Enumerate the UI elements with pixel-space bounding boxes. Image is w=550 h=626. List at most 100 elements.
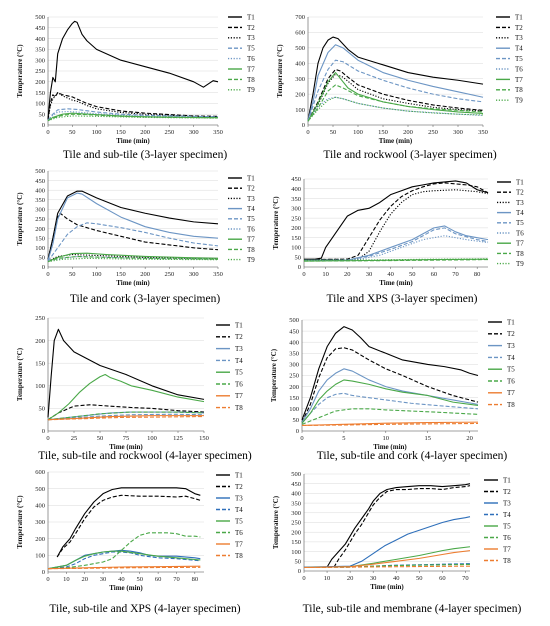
- y-tick-label: 0: [302, 122, 305, 129]
- y-tick-label: 100: [295, 107, 305, 114]
- y-tick-label: 400: [35, 36, 45, 43]
- series-line-t5: [47, 108, 219, 121]
- x-tick-label: 0: [302, 271, 305, 278]
- x-tick-label: 60: [155, 576, 162, 583]
- series-line-t5: [47, 373, 205, 421]
- y-axis-label: Temperature (°C): [16, 44, 24, 98]
- y-tick-label: 100: [289, 406, 299, 413]
- legend-label-t3: T3: [235, 494, 243, 502]
- legend-label-t3: T3: [247, 195, 255, 203]
- x-tick-label: 300: [189, 129, 199, 136]
- series-line-t3: [307, 73, 484, 122]
- legend-label-t1: T1: [515, 13, 523, 21]
- y-tick-label: 50: [295, 254, 302, 261]
- legend-label-t3: T3: [503, 499, 511, 507]
- x-axis-label: Time (min): [116, 279, 150, 287]
- series-line-t4: [301, 392, 479, 424]
- x-tick-label: 50: [69, 271, 76, 278]
- x-tick-label: 0: [300, 435, 303, 442]
- x-tick-label: 200: [140, 129, 150, 136]
- legend-label-t7: T7: [235, 392, 243, 400]
- y-tick-label: 500: [35, 14, 45, 21]
- series-line-t4: [47, 413, 205, 421]
- y-tick-label: 150: [35, 360, 45, 367]
- x-tick-label: 100: [353, 129, 363, 136]
- series-line-t3: [47, 92, 219, 120]
- x-tick-label: 70: [452, 271, 459, 278]
- x-tick-label: 25: [71, 435, 78, 442]
- chart-panel-5: 0 50 100 150 200 250 0 25 50 75 100 125 150 Time (min…: [16, 315, 252, 462]
- legend-label-t5: T5: [507, 366, 515, 374]
- y-tick-label: 450: [35, 25, 45, 32]
- series-line-t8: [301, 422, 479, 426]
- x-tick-label: 0: [46, 576, 49, 583]
- y-axis-label: Temperature (°C): [272, 196, 280, 250]
- legend-label-t6: T6: [235, 529, 243, 537]
- y-tick-label: 200: [291, 225, 301, 232]
- legend-label-t4: T4: [503, 511, 511, 519]
- x-tick-label: 40: [387, 271, 394, 278]
- x-tick-label: 5: [342, 435, 345, 442]
- x-tick-label: 30: [366, 271, 373, 278]
- x-tick-label: 150: [199, 435, 209, 442]
- x-tick-label: 20: [347, 575, 354, 582]
- legend-label-t1: T1: [247, 13, 255, 21]
- legend-label-t3: T3: [235, 345, 243, 353]
- y-tick-label: 500: [35, 486, 45, 493]
- series-line-t9: [47, 115, 219, 122]
- legend-label-t7: T7: [516, 240, 524, 248]
- legend-label-t1: T1: [235, 321, 243, 329]
- series-line-t8: [307, 84, 484, 122]
- legend-label-t7: T7: [507, 389, 515, 397]
- y-tick-label: 0: [42, 264, 45, 271]
- x-tick-label: 15: [424, 435, 431, 442]
- x-tick-label: 100: [92, 271, 102, 278]
- y-tick-label: 150: [291, 539, 301, 546]
- x-tick-label: 350: [478, 129, 488, 136]
- y-tick-label: 450: [291, 176, 301, 183]
- series-line-t1: [326, 483, 471, 568]
- legend-label-t7: T7: [515, 76, 523, 84]
- y-tick-label: 200: [35, 79, 45, 86]
- legend-label-t2: T2: [235, 333, 243, 341]
- chart-caption: Tile and rockwool (3-layer specimen): [323, 149, 496, 161]
- series-line-t1: [301, 326, 479, 421]
- legend-label-t4: T4: [516, 209, 524, 217]
- x-axis-label: Time (min): [109, 443, 143, 451]
- legend-label-t9: T9: [515, 97, 523, 105]
- y-tick-label: 200: [291, 529, 301, 536]
- legend-label-t1: T1: [235, 471, 243, 479]
- y-tick-label: 50: [39, 111, 46, 118]
- x-tick-label: 20: [344, 271, 351, 278]
- y-tick-label: 100: [35, 383, 45, 390]
- y-tick-label: 350: [291, 196, 301, 203]
- y-tick-label: 400: [291, 491, 301, 498]
- y-tick-label: 50: [39, 406, 46, 413]
- series-line-t6: [301, 408, 479, 425]
- x-tick-label: 350: [213, 129, 223, 136]
- series-line-t2: [307, 68, 484, 122]
- series-line-t2: [301, 347, 479, 423]
- y-tick-label: 150: [289, 395, 299, 402]
- x-tick-label: 300: [453, 129, 463, 136]
- y-tick-label: 0: [42, 428, 45, 435]
- series-line-t8: [47, 255, 219, 263]
- x-tick-label: 250: [428, 129, 438, 136]
- series-line-t4: [304, 225, 489, 261]
- chart-panel-8: 0 50 100 150 200 250 300 350 400 450 500 0 10 20 30 40 5…: [272, 471, 521, 615]
- y-tick-label: 500: [35, 168, 45, 175]
- y-tick-label: 450: [35, 178, 45, 185]
- legend-label-t2: T2: [507, 330, 515, 338]
- chart-caption: Tile and sub-tile (3-layer specimen): [63, 149, 228, 161]
- y-tick-label: 450: [289, 328, 299, 335]
- series-line-t5: [301, 379, 479, 424]
- y-tick-label: 300: [295, 76, 305, 83]
- y-axis-label: Temperature (°C): [276, 44, 284, 98]
- y-tick-label: 500: [289, 317, 299, 324]
- chart-caption: Tile, sub-tile and rockwool (4-layer spe…: [38, 450, 252, 462]
- y-tick-label: 450: [291, 481, 301, 488]
- x-tick-label: 0: [306, 129, 309, 136]
- chart-panel-3: 0 50 100 150 200 250 300 350 400 450 500 0 50 100 150 2…: [16, 168, 255, 305]
- chart-panel-7: 0 100 200 300 400 500 600 0 10 20 30 40 50 60 70 80 Time…: [16, 469, 243, 615]
- y-tick-label: 600: [35, 469, 45, 476]
